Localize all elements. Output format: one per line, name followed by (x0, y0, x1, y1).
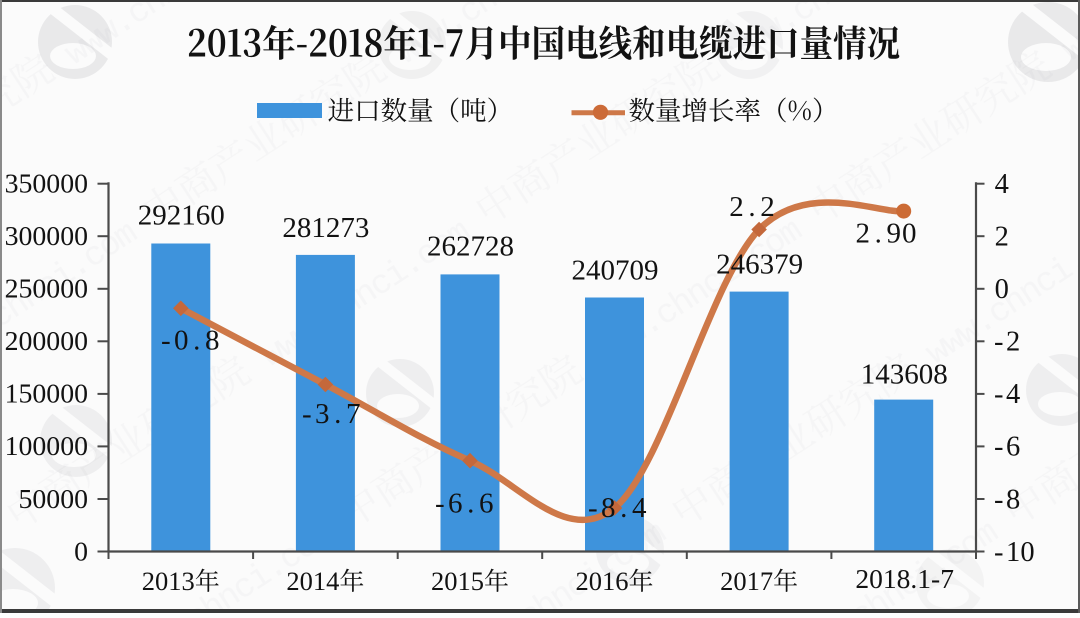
svg-text:262728: 262728 (427, 230, 514, 262)
svg-text:240709: 240709 (572, 255, 659, 287)
svg-text:2015: 2015 (431, 566, 484, 596)
svg-text:-: - (994, 327, 1004, 358)
svg-text:250000: 250000 (5, 274, 88, 305)
svg-text:3: 3 (315, 398, 330, 430)
svg-text:-: - (994, 432, 1004, 463)
svg-text:0: 0 (1020, 537, 1034, 568)
svg-text:292160: 292160 (138, 200, 225, 232)
svg-text:.: . (193, 325, 200, 357)
svg-text:-: - (161, 325, 171, 357)
svg-text:2013: 2013 (142, 566, 195, 596)
svg-text:.: . (748, 191, 755, 223)
svg-text:6: 6 (479, 488, 494, 520)
svg-text:-: - (435, 488, 445, 520)
svg-text:4: 4 (995, 169, 1009, 200)
svg-text:246379: 246379 (716, 249, 803, 281)
svg-text:-: - (302, 398, 312, 430)
svg-text:0: 0 (902, 218, 917, 250)
svg-text:2018.1-7: 2018.1-7 (855, 563, 954, 594)
svg-text:150000: 150000 (5, 379, 88, 410)
svg-text:4: 4 (1006, 379, 1020, 410)
svg-text:0: 0 (995, 274, 1009, 305)
svg-text:0: 0 (74, 536, 88, 567)
svg-text:-: - (588, 492, 598, 524)
svg-text:2: 2 (856, 218, 871, 250)
svg-text:9: 9 (887, 218, 902, 250)
svg-text:0: 0 (174, 325, 189, 357)
svg-text:2017: 2017 (720, 566, 773, 596)
svg-text:2014: 2014 (286, 566, 339, 596)
svg-text:2: 2 (760, 191, 775, 223)
svg-text:-: - (994, 379, 1004, 410)
svg-text:2: 2 (1006, 327, 1020, 358)
svg-text:6: 6 (1006, 432, 1020, 463)
svg-text:300000: 300000 (5, 221, 88, 252)
svg-text:.: . (334, 398, 341, 430)
svg-text:2: 2 (995, 222, 1009, 253)
svg-text:200000: 200000 (5, 326, 88, 357)
svg-text:.: . (467, 488, 474, 520)
svg-text:-: - (994, 484, 1004, 515)
svg-text:100000: 100000 (5, 431, 88, 462)
svg-text:8: 8 (601, 492, 616, 524)
svg-text:281273: 281273 (282, 212, 369, 244)
svg-text:-: - (994, 537, 1004, 568)
svg-text:2: 2 (729, 191, 744, 223)
svg-text:.: . (620, 492, 627, 524)
svg-text:4: 4 (632, 492, 647, 524)
svg-text:.: . (875, 218, 882, 250)
svg-text:8: 8 (205, 325, 220, 357)
svg-text:143608: 143608 (861, 359, 948, 391)
svg-text:350000: 350000 (5, 169, 88, 200)
svg-text:2016: 2016 (576, 566, 629, 596)
svg-text:50000: 50000 (19, 484, 89, 515)
svg-text:6: 6 (448, 488, 463, 520)
svg-text:1: 1 (1006, 537, 1020, 568)
svg-text:8: 8 (1006, 484, 1020, 515)
svg-text:7: 7 (346, 398, 361, 430)
